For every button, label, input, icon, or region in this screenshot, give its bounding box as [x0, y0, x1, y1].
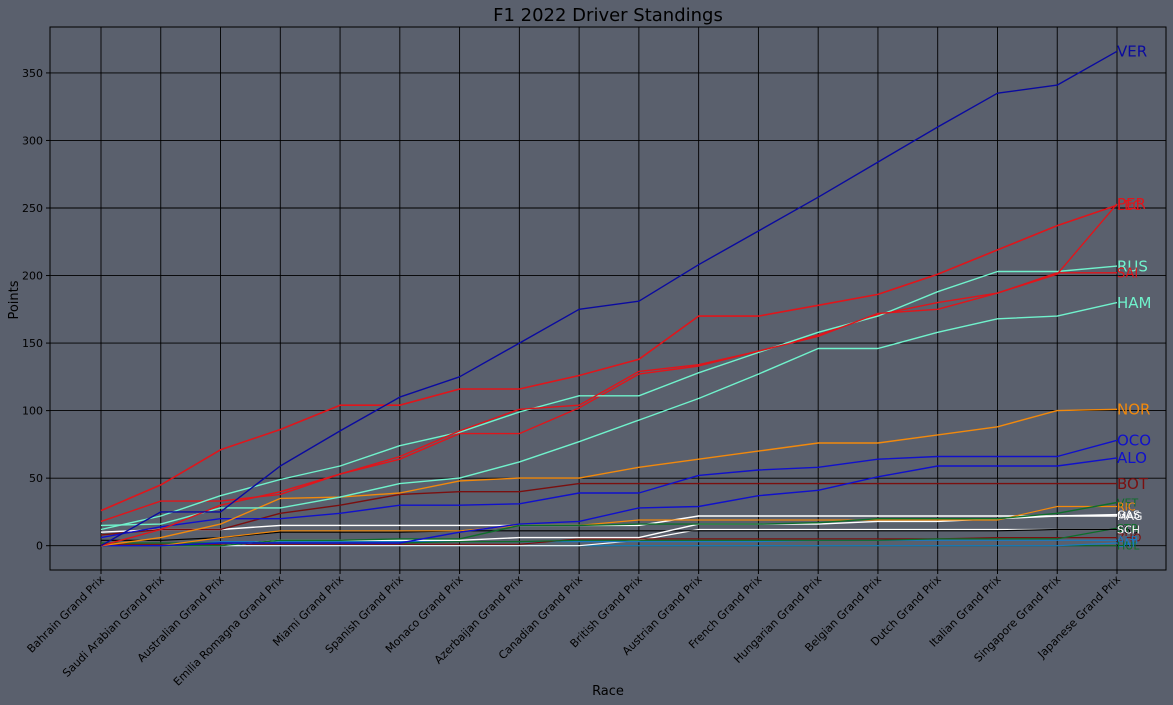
y-tick-label: 100 [22, 405, 43, 418]
series-line-lec [100, 204, 1118, 512]
y-tick-label: 50 [29, 472, 43, 485]
series-line-per [100, 203, 1118, 547]
series-line-nor [100, 408, 1118, 547]
y-tick-label: 150 [22, 337, 43, 350]
series-label-mag: MAG [1117, 510, 1142, 523]
chart-title: F1 2022 Driver Standings [493, 5, 723, 26]
series-label-tsu: TSU [1116, 523, 1139, 536]
series-label-alo: ALO [1117, 449, 1147, 467]
series-label-lec: LEC [1117, 199, 1142, 214]
series-label-lat: LAT [1117, 537, 1137, 550]
y-tick-label: 200 [22, 270, 43, 283]
y-tick-label: 300 [22, 134, 43, 147]
series-label-sch: SCH [1117, 523, 1140, 536]
series-line-ham [100, 301, 1118, 527]
series-label-gas: GAS [1117, 508, 1140, 521]
y-tick-label: 0 [36, 540, 43, 553]
series-label-alb: ALB [1117, 534, 1138, 547]
y-tick-label: 250 [22, 202, 43, 215]
series-label-ham: HAM [1117, 294, 1151, 312]
series-line-oco [100, 439, 1118, 539]
series-line-alo [101, 457, 1118, 547]
series-label-oco: OCO [1117, 432, 1151, 450]
series-line-sai [100, 272, 1117, 523]
series-line-ver [100, 50, 1118, 547]
series-label-hul: HUL [1117, 540, 1140, 553]
series-label-ric: RIC [1117, 500, 1136, 513]
series-label-rus: RUS [1117, 257, 1148, 275]
series-label-str: STR [1117, 522, 1139, 535]
series-label-per: PER [1117, 195, 1146, 213]
y-tick-label: 350 [22, 67, 43, 80]
series-line-rus [100, 265, 1118, 531]
series-line-sch [101, 528, 1117, 547]
series-label-vet: VET [1117, 496, 1138, 509]
series-label-zho: ZHO [1117, 531, 1142, 544]
x-tick-label: Emilia Romagna Grand Prix [171, 573, 287, 689]
x-axis-label: Race [592, 684, 624, 699]
y-axis-label: Points [7, 280, 22, 319]
series-line-bot [100, 482, 1117, 536]
x-tick-label: Saudi Arabian Grand Prix [60, 573, 167, 680]
series-label-bot: BOT [1117, 475, 1149, 493]
series-line-vet [101, 501, 1118, 547]
plot-frame [49, 26, 1167, 571]
series-label-sai: SAI [1117, 266, 1138, 281]
series-line-tsu [101, 528, 1117, 541]
series-lines [100, 50, 1118, 547]
series-label-ver: VER [1117, 43, 1147, 61]
series-line-ric [101, 505, 1117, 547]
series-label-nor: NOR [1117, 401, 1150, 419]
